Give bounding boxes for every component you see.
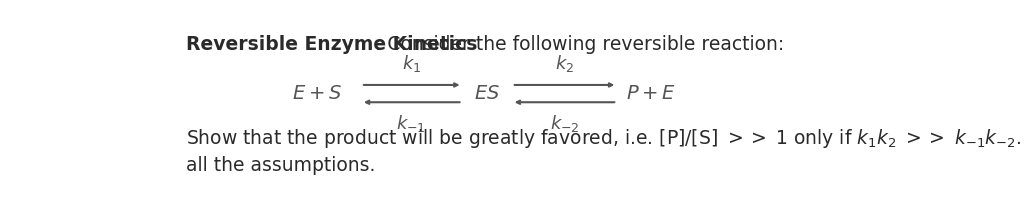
Text: $k_2$: $k_2$: [555, 53, 574, 74]
Text: $k_1$: $k_1$: [401, 53, 421, 74]
Text: $\mathit{ES}$: $\mathit{ES}$: [474, 84, 501, 103]
Text: Reversible Enzyme Kinetics: Reversible Enzyme Kinetics: [186, 35, 477, 54]
Text: $\mathit{P+E}$: $\mathit{P+E}$: [627, 84, 677, 103]
Text: Show that the product will be greatly favored, i.e. [P]/[S] $>>$ 1 only if $k_1k: Show that the product will be greatly fa…: [186, 127, 1024, 150]
Text: $\mathit{E+S}$: $\mathit{E+S}$: [292, 84, 342, 103]
Text: $k_{-2}$: $k_{-2}$: [550, 113, 580, 134]
Text: : Consider the following reversible reaction:: : Consider the following reversible reac…: [375, 35, 784, 54]
Text: $k_{-1}$: $k_{-1}$: [396, 113, 426, 134]
Text: all the assumptions.: all the assumptions.: [186, 156, 376, 175]
